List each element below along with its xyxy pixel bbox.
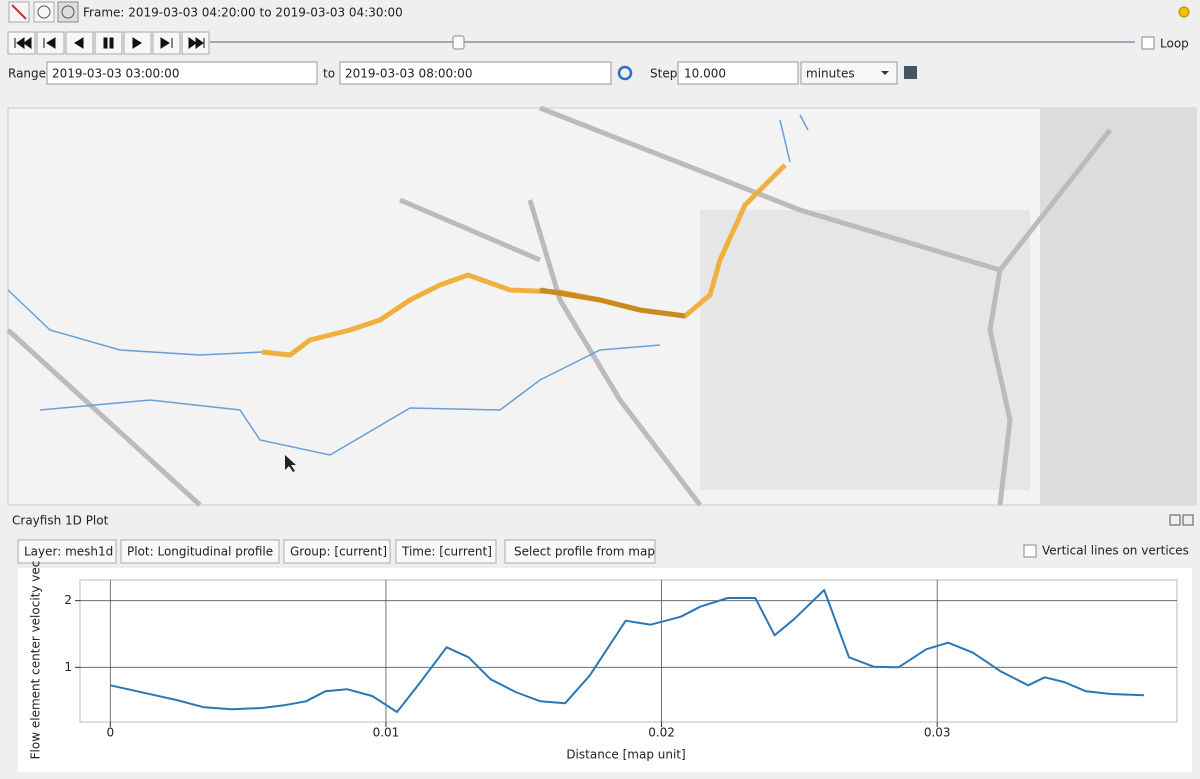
map-canvas bbox=[6, 105, 1197, 507]
vertical-lines-checkbox[interactable] bbox=[1023, 544, 1037, 558]
range-row: Range 2019-03-03 03:00:00 to 2019-03-03 … bbox=[8, 61, 917, 85]
plot-button-label: Plot: Longitudinal profile bbox=[127, 545, 273, 559]
layer-button[interactable] bbox=[17, 539, 117, 564]
x-tick-label: 0 bbox=[106, 726, 114, 740]
layer-button-label: Layer: mesh1d bbox=[24, 545, 113, 559]
loop-checkbox[interactable] bbox=[1141, 36, 1155, 50]
plot-panel-title: Crayfish 1D Plot bbox=[12, 514, 109, 528]
select-profile-label: Select profile from map bbox=[514, 545, 655, 559]
y-axis-label: Flow element center velocity vec bbox=[29, 561, 43, 760]
time-button-label: Time: [current] bbox=[401, 545, 492, 559]
range-to-input[interactable] bbox=[339, 61, 612, 85]
x-tick-label: 0.02 bbox=[648, 726, 675, 740]
step-value: 10.000 bbox=[684, 67, 726, 81]
pause-button[interactable] bbox=[94, 31, 123, 55]
button-glyphs bbox=[14, 37, 205, 49]
y-tick-label: 1 bbox=[64, 660, 72, 674]
y-tick-label: 2 bbox=[64, 593, 72, 607]
map-selected-profile bbox=[261, 163, 787, 358]
frame-label: Frame: 2019-03-03 04:20:00 to 2019-03-03… bbox=[83, 6, 403, 20]
range-from-value: 2019-03-03 03:00:00 bbox=[52, 67, 179, 81]
step-input[interactable] bbox=[677, 61, 799, 85]
map-city-area bbox=[1040, 108, 1196, 505]
step-label: Step bbox=[650, 67, 677, 81]
x-tick-label: 0.01 bbox=[373, 726, 400, 740]
save-button[interactable] bbox=[904, 66, 917, 79]
plot-area bbox=[18, 568, 1192, 772]
x-axis-label: Distance [map unit] bbox=[566, 748, 685, 762]
unit-value: minutes bbox=[806, 67, 855, 81]
close-button[interactable] bbox=[1182, 514, 1194, 526]
map-river bbox=[7, 114, 809, 456]
range-label: Range bbox=[8, 67, 46, 81]
icon-glyph bbox=[11, 4, 27, 20]
range-from-input[interactable] bbox=[46, 61, 318, 85]
loop-label: Loop bbox=[1160, 37, 1189, 51]
plot-button[interactable] bbox=[120, 539, 280, 564]
refresh-button[interactable] bbox=[617, 65, 633, 81]
map-block-area bbox=[700, 210, 1030, 490]
group-button[interactable] bbox=[283, 539, 391, 564]
time-button[interactable] bbox=[395, 539, 497, 564]
mouse-cursor bbox=[285, 455, 296, 472]
plot-panel: Crayfish 1D Plot Layer: mesh1d Plot: Lon… bbox=[12, 514, 1194, 772]
clock-button[interactable] bbox=[33, 1, 55, 23]
select-profile-button[interactable] bbox=[504, 539, 656, 564]
icon-glyph bbox=[61, 5, 75, 19]
dropdown-arrow bbox=[881, 71, 889, 75]
range-to-value: 2019-03-03 08:00:00 bbox=[345, 67, 472, 81]
x-tick-label: 0.03 bbox=[924, 726, 951, 740]
unit-dropdown[interactable] bbox=[800, 61, 898, 85]
map-selected-profile-dark bbox=[539, 287, 686, 319]
group-button-label: Group: [current] bbox=[290, 545, 387, 559]
vertical-lines-label: Vertical lines on vertices bbox=[1042, 544, 1189, 558]
float-button[interactable] bbox=[1169, 514, 1181, 526]
range-to-label: to bbox=[323, 67, 335, 81]
data-line bbox=[110, 589, 1144, 713]
play-mode-button[interactable] bbox=[57, 1, 79, 23]
playback-controls: Loop bbox=[7, 31, 1189, 55]
map-roads bbox=[6, 105, 1112, 507]
time-slider-handle[interactable] bbox=[452, 35, 465, 50]
icon-glyph bbox=[37, 5, 51, 19]
settings-icon[interactable] bbox=[1178, 6, 1190, 18]
toolbar: Frame: 2019-03-03 04:20:00 to 2019-03-03… bbox=[8, 1, 1190, 23]
chart: Flow element center velocity vec Distanc… bbox=[29, 561, 1178, 762]
plot-frame bbox=[79, 579, 1178, 723]
